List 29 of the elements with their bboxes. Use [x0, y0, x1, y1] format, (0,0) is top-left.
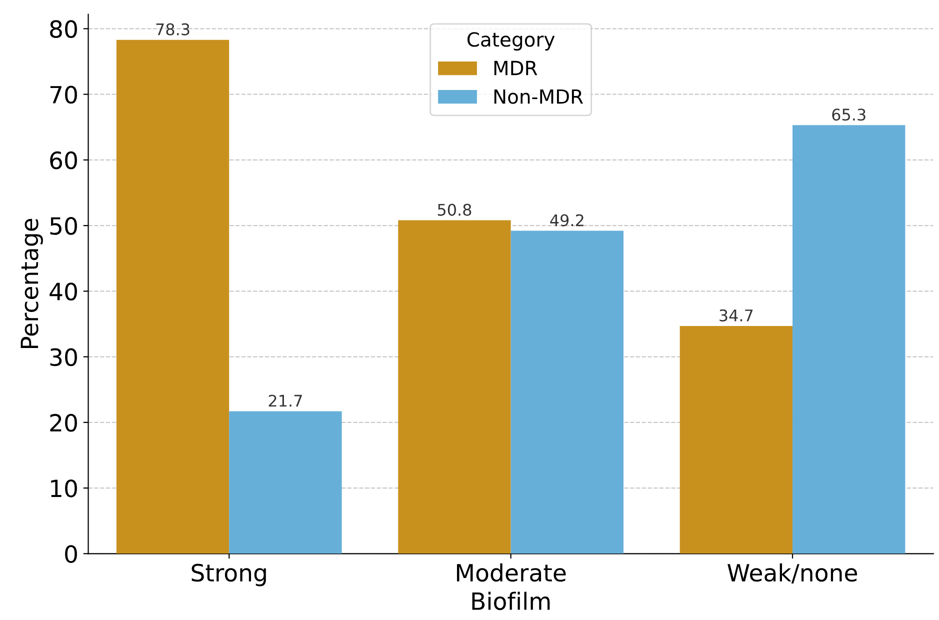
- bar: [792, 125, 906, 554]
- bar: [510, 230, 624, 554]
- y-tick-label: 40: [50, 282, 77, 300]
- legend-title: Category: [467, 32, 555, 51]
- x-tick-label: Strong: [192, 564, 266, 586]
- data-label: 49.2: [550, 214, 584, 226]
- data-label: 21.7: [268, 394, 302, 407]
- bar: [680, 326, 793, 554]
- bar: [229, 411, 342, 554]
- data-label: 50.8: [438, 204, 472, 216]
- data-label: 78.3: [156, 23, 190, 36]
- y-tick-label: 60: [50, 151, 77, 170]
- x-tick-label: Moderate: [456, 563, 566, 582]
- bar: [398, 220, 511, 554]
- y-tick-label: 70: [50, 86, 77, 104]
- bar: [116, 40, 230, 554]
- data-label: 65.3: [832, 108, 866, 121]
- y-tick-label: 10: [51, 479, 77, 498]
- y-tick-label: 20: [50, 414, 77, 432]
- legend-label: Non-MDR: [494, 89, 583, 104]
- data-label: 34.7: [720, 309, 753, 322]
- y-tick-label: 50: [50, 217, 77, 235]
- y-tick-label: 80: [50, 20, 77, 38]
- x-tick-label: Weak/none: [728, 563, 857, 584]
- y-tick-label: 30: [50, 348, 77, 366]
- legend-label: MDR: [494, 60, 538, 76]
- y-tick-label: 0: [65, 545, 77, 563]
- x-axis-title: Biofilm: [472, 592, 550, 610]
- y-axis-title: Percentage: [20, 218, 43, 348]
